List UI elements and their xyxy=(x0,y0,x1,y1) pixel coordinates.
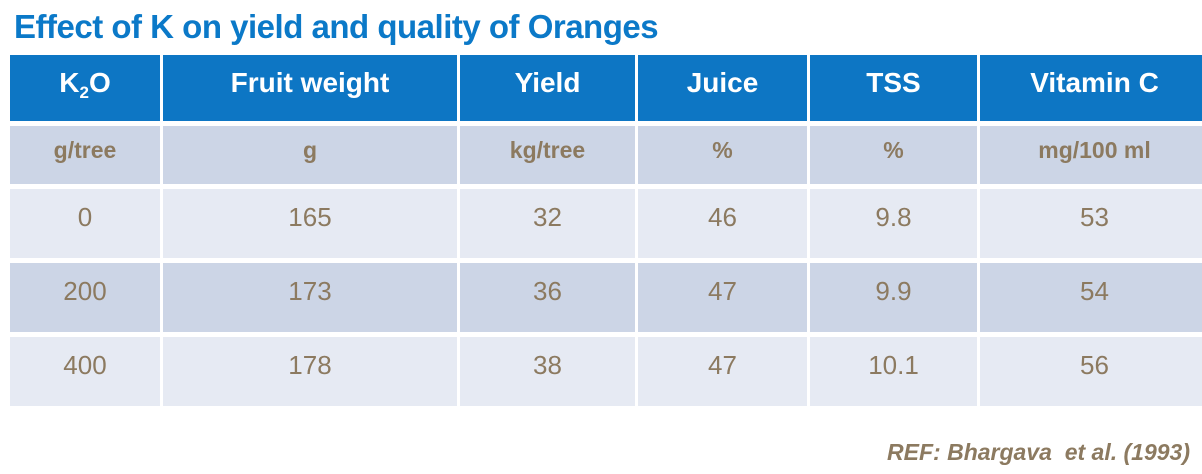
table-units-row: g/tree g kg/tree % % mg/100 ml xyxy=(10,126,1202,185)
unit-cell-k2o: g/tree xyxy=(10,126,160,185)
header-cell-fruit-weight: Fruit weight xyxy=(163,55,457,122)
cell-fruit-weight: 178 xyxy=(163,337,457,407)
cell-tss: 9.9 xyxy=(810,263,977,333)
cell-fruit-weight: 173 xyxy=(163,263,457,333)
k2o-rest: O xyxy=(88,67,111,99)
header-cell-k2o: K2O xyxy=(10,55,160,122)
cell-tss: 9.8 xyxy=(810,189,977,259)
cell-tss: 10.1 xyxy=(810,337,977,407)
cell-k2o: 200 xyxy=(10,263,160,333)
cell-vitamin-c: 54 xyxy=(980,263,1202,333)
cell-k2o: 0 xyxy=(10,189,160,259)
unit-cell-juice: % xyxy=(638,126,807,185)
table-row: 0 165 32 46 9.8 53 xyxy=(10,189,1202,259)
cell-vitamin-c: 53 xyxy=(980,189,1202,259)
header-cell-yield: Yield xyxy=(460,55,635,122)
unit-cell-tss: % xyxy=(810,126,977,185)
cell-juice: 47 xyxy=(638,263,807,333)
reference-citation: REF: Bhargava et al. (1993) xyxy=(887,439,1190,465)
oranges-yield-table: K2O Fruit weight Yield Juice TSS Vitamin… xyxy=(7,50,1202,411)
header-cell-vitamin-c: Vitamin C xyxy=(980,55,1202,122)
header-cell-tss: TSS xyxy=(810,55,977,122)
cell-yield: 36 xyxy=(460,263,635,333)
table-row: 200 173 36 47 9.9 54 xyxy=(10,263,1202,333)
cell-yield: 32 xyxy=(460,189,635,259)
unit-cell-yield: kg/tree xyxy=(460,126,635,185)
cell-vitamin-c: 56 xyxy=(980,337,1202,407)
page-title: Effect of K on yield and quality of Oran… xyxy=(14,8,659,45)
cell-juice: 47 xyxy=(638,337,807,407)
cell-fruit-weight: 165 xyxy=(163,189,457,259)
cell-juice: 46 xyxy=(638,189,807,259)
unit-cell-vitamin-c: mg/100 ml xyxy=(980,126,1202,185)
cell-yield: 38 xyxy=(460,337,635,407)
unit-cell-fruit-weight: g xyxy=(163,126,457,185)
table-header-row: K2O Fruit weight Yield Juice TSS Vitamin… xyxy=(10,55,1202,122)
table-row: 400 178 38 47 10.1 56 xyxy=(10,337,1202,407)
k2o-subscript: 2 xyxy=(79,83,89,103)
k2o-base: K xyxy=(59,67,80,99)
cell-k2o: 400 xyxy=(10,337,160,407)
header-cell-juice: Juice xyxy=(638,55,807,122)
